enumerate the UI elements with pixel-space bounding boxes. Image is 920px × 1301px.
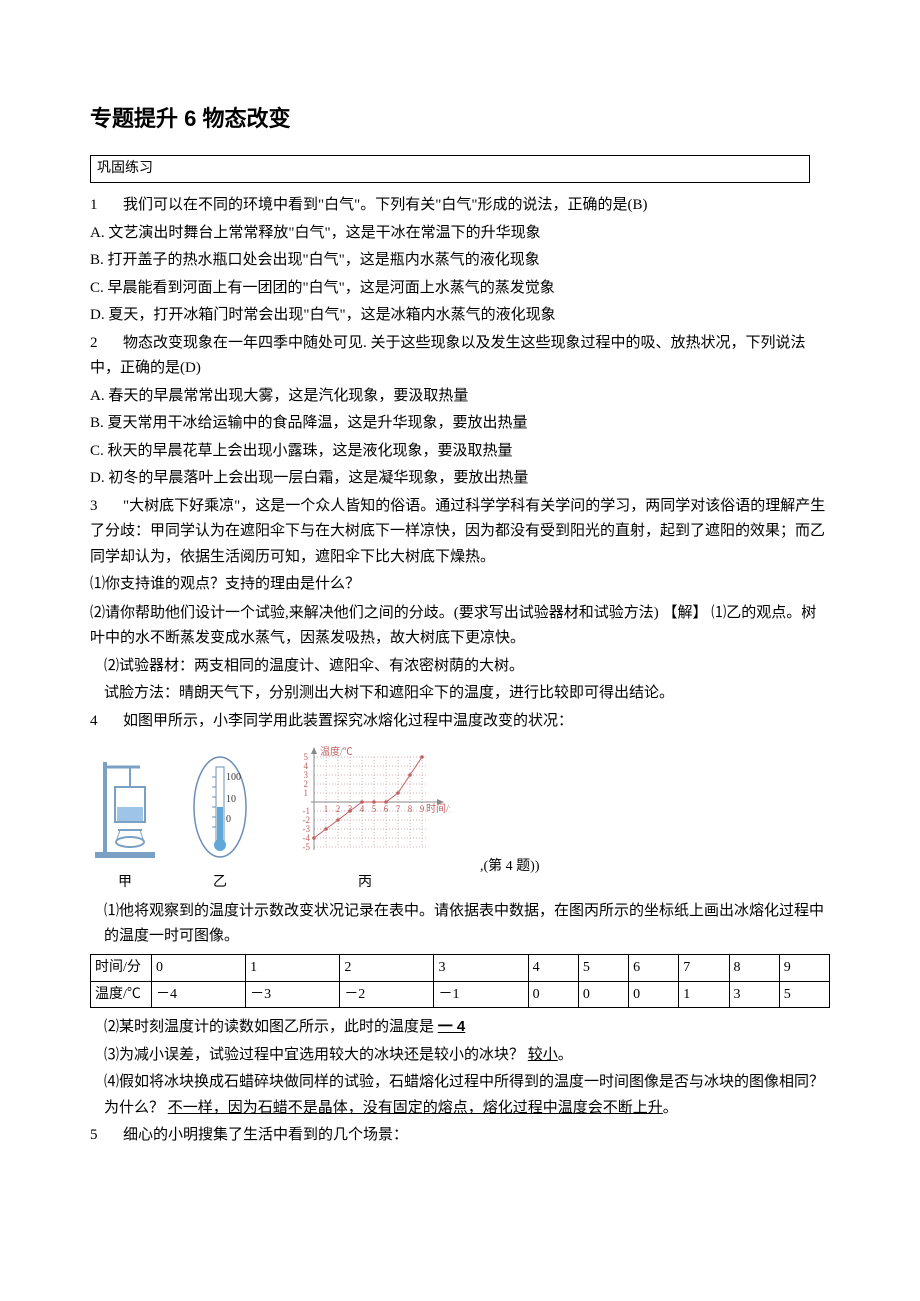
row1-label: 时间/分 — [91, 954, 152, 981]
svg-text:100: 100 — [226, 772, 241, 783]
q3-text: "大树底下好乘凉"，这是一个众人皆知的俗语。通过科学学科有关学问的学习，两同学对… — [90, 498, 825, 565]
q1-text: 我们可以在不同的环境中看到"白气"。下列有关"白气"形成的说法，正确的是(B) — [123, 197, 648, 213]
q4-sub3-tail: 。 — [558, 1047, 573, 1063]
svg-text:10: 10 — [226, 794, 236, 805]
q4-text: 如图甲所示，小李同学用此装置探究冰熔化过程中温度改变的状况： — [123, 713, 573, 729]
q4-sub3-answer: 较小 — [528, 1047, 558, 1063]
svg-text:1: 1 — [324, 804, 329, 814]
svg-text:1: 1 — [304, 788, 309, 798]
apparatus-icon — [90, 752, 160, 862]
chart-icon: 54321-1-2-3-4-5123456789温度/℃时间/分 — [280, 742, 450, 862]
cell: 4 — [528, 954, 578, 981]
q1-opt-b: B. 打开盖子的热水瓶口处会出现"白气"，这是瓶内水蒸气的液化现象 — [90, 248, 830, 274]
q2-number: 2 — [90, 331, 108, 357]
cell: 0 — [578, 981, 628, 1008]
figure-label-c: 丙 — [280, 871, 450, 895]
page-title: 专题提升 6 物态改变 — [90, 100, 830, 137]
cell: 6 — [629, 954, 679, 981]
q3-answer-2: ⑵试验器材：两支相同的温度计、遮阳伞、有浓密树荫的大树。 — [104, 654, 830, 680]
question-4: 4 如图甲所示，小李同学用此装置探究冰熔化过程中温度改变的状况： — [90, 709, 830, 735]
q5-text: 细心的小明搜集了生活中看到的几个场景： — [123, 1127, 408, 1143]
q4-sub3: ⑶为减小误差，试验过程中宜选用较大的冰块还是较小的冰块？ 较小。 — [104, 1043, 830, 1069]
question-2: 2 物态改变现象在一年四季中随处可见. 关于这些现象以及发生这些现象过程中的吸、… — [90, 331, 830, 382]
figure-caption: ,(第 4 题)) — [480, 855, 540, 895]
q1-opt-c: C. 早晨能看到河面上有一团团的"白气"，这是河面上水蒸气的蒸发觉象 — [90, 276, 830, 302]
question-3: 3 "大树底下好乘凉"，这是一个众人皆知的俗语。通过科学学科有关学问的学习，两同… — [90, 494, 830, 571]
q2-opt-b: B. 夏天常用干冰给运输中的食品降温，这是升华现象，要放出热量 — [90, 411, 830, 437]
cell: 0 — [528, 981, 578, 1008]
svg-text:时间/分: 时间/分 — [426, 802, 450, 815]
figure-chart: 54321-1-2-3-4-5123456789温度/℃时间/分 丙 — [280, 742, 450, 895]
cell: 5 — [779, 981, 829, 1008]
q4-sub2-answer: 一 4 — [438, 1018, 466, 1035]
svg-text:0: 0 — [226, 814, 231, 825]
q2-opt-a: A. 春天的早晨常常出现大雾，这是汽化现象，要汲取热量 — [90, 384, 830, 410]
thermometer-icon: 100 10 0 — [190, 752, 250, 862]
cell: 0 — [629, 981, 679, 1008]
cell: 0 — [152, 954, 246, 981]
cell: －1 — [434, 981, 528, 1008]
svg-text:2: 2 — [336, 804, 341, 814]
q2-opt-d: D. 初冬的早晨落叶上会出现一层白霜，这是凝华现象，要放出热量 — [90, 466, 830, 492]
question-5: 5 细心的小明搜集了生活中看到的几个场景： — [90, 1123, 830, 1149]
cell: 9 — [779, 954, 829, 981]
cell: －4 — [152, 981, 246, 1008]
cell: 3 — [729, 981, 779, 1008]
svg-text:5: 5 — [372, 804, 377, 814]
figure-apparatus: 甲 — [90, 752, 160, 895]
table-row: 时间/分 0 1 2 3 4 5 6 7 8 9 — [91, 954, 830, 981]
q5-number: 5 — [90, 1123, 108, 1149]
cell: 1 — [679, 981, 729, 1008]
q3-sub1: ⑴你支持谁的观点？支持的理由是什么？ — [90, 572, 830, 598]
svg-text:7: 7 — [396, 804, 401, 814]
svg-text:8: 8 — [408, 804, 413, 814]
figure-label-a: 甲 — [90, 871, 160, 895]
cell: 2 — [340, 954, 434, 981]
q4-sub2-text: ⑵某时刻温度计的读数如图乙所示，此时的温度是 — [104, 1019, 434, 1035]
q4-sub4-tail: 。 — [663, 1100, 678, 1116]
q3-number: 3 — [90, 494, 108, 520]
figure-thermometer: 100 10 0 乙 — [190, 752, 250, 895]
data-table: 时间/分 0 1 2 3 4 5 6 7 8 9 温度/℃ －4 －3 －2 －… — [90, 954, 830, 1009]
q3-sub2: ⑵请你帮助他们设计一个试验,来解决他们之间的分歧。(要求写出试验器材和试验方法)… — [90, 600, 830, 652]
figure-label-b: 乙 — [190, 871, 250, 895]
svg-text:4: 4 — [360, 804, 365, 814]
q4-sub4-answer: 不一样，因为石蜡不是晶体，没有固定的熔点，熔化过程中温度会不断上升 — [168, 1100, 663, 1116]
section-label: 巩固练习 — [97, 161, 153, 176]
svg-text:-5: -5 — [303, 842, 311, 852]
q1-opt-a: A. 文艺演出时舞台上常常释放"白气"，这是干冰在常温下的升华现象 — [90, 221, 830, 247]
q3-answer-tag: 【解】 — [663, 604, 708, 621]
cell: 7 — [679, 954, 729, 981]
q4-number: 4 — [90, 709, 108, 735]
q2-opt-c: C. 秋天的早晨花草上会出现小露珠，这是液化现象，要汲取热量 — [90, 439, 830, 465]
q1-number: 1 — [90, 193, 108, 219]
figure-row: 甲 100 10 0 乙 54321-1-2-3-4-5123456789温度/… — [90, 742, 830, 895]
q4-sub3-text: ⑶为减小误差，试验过程中宜选用较大的冰块还是较小的冰块？ — [104, 1047, 524, 1063]
row2-label: 温度/℃ — [91, 981, 152, 1008]
q4-sub1: ⑴他将观察到的温度计示数改变状况记录在表中。请依据表中数据，在图丙所示的坐标纸上… — [104, 899, 830, 950]
cell: 8 — [729, 954, 779, 981]
cell: 3 — [434, 954, 528, 981]
cell: 5 — [578, 954, 628, 981]
cell: 1 — [246, 954, 340, 981]
q3-sub2-text: ⑵请你帮助他们设计一个试验,来解决他们之间的分歧。(要求写出试验器材和试验方法) — [90, 605, 659, 621]
table-row: 温度/℃ －4 －3 －2 －1 0 0 0 1 3 5 — [91, 981, 830, 1008]
q4-sub2: ⑵某时刻温度计的读数如图乙所示，此时的温度是 一 4 — [104, 1014, 830, 1041]
q1-opt-d: D. 夏天，打开冰箱门时常会出现"白气"，这是冰箱内水蒸气的液化现象 — [90, 303, 830, 329]
section-label-box: 巩固练习 — [90, 155, 810, 183]
cell: －2 — [340, 981, 434, 1008]
svg-text:温度/℃: 温度/℃ — [320, 745, 353, 758]
svg-text:9: 9 — [420, 804, 425, 814]
q4-sub4: ⑷假如将冰块换成石蜡碎块做同样的试验，石蜡熔化过程中所得到的温度一时间图像是否与… — [104, 1070, 830, 1121]
question-1: 1 我们可以在不同的环境中看到"白气"。下列有关"白气"形成的说法，正确的是(B… — [90, 193, 830, 219]
svg-text:6: 6 — [384, 804, 389, 814]
q2-text: 物态改变现象在一年四季中随处可见. 关于这些现象以及发生这些现象过程中的吸、放热… — [90, 335, 806, 377]
q3-answer-3: 试脸方法：晴朗天气下，分别测出大树下和遮阳伞下的温度，进行比较即可得出结论。 — [104, 681, 830, 707]
cell: －3 — [246, 981, 340, 1008]
